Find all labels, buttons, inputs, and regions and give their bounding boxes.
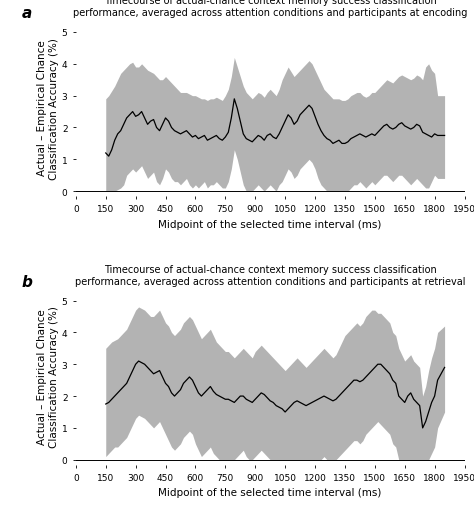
Text: b: b (21, 274, 32, 289)
Y-axis label: Actual – Empirical Chance
Classification Accuracy (%): Actual – Empirical Chance Classification… (37, 37, 59, 179)
X-axis label: Midpoint of the selected time interval (ms): Midpoint of the selected time interval (… (158, 219, 382, 229)
Text: a: a (21, 6, 32, 21)
X-axis label: Midpoint of the selected time interval (ms): Midpoint of the selected time interval (… (158, 487, 382, 497)
Title: Timecourse of actual-chance context memory success classification
performance, a: Timecourse of actual-chance context memo… (75, 265, 465, 286)
Y-axis label: Actual – Empirical Chance
Classification Accuracy (%): Actual – Empirical Chance Classification… (37, 306, 59, 447)
Title: Timecourse of actual-chance context memory success classification
performance, a: Timecourse of actual-chance context memo… (73, 0, 467, 18)
